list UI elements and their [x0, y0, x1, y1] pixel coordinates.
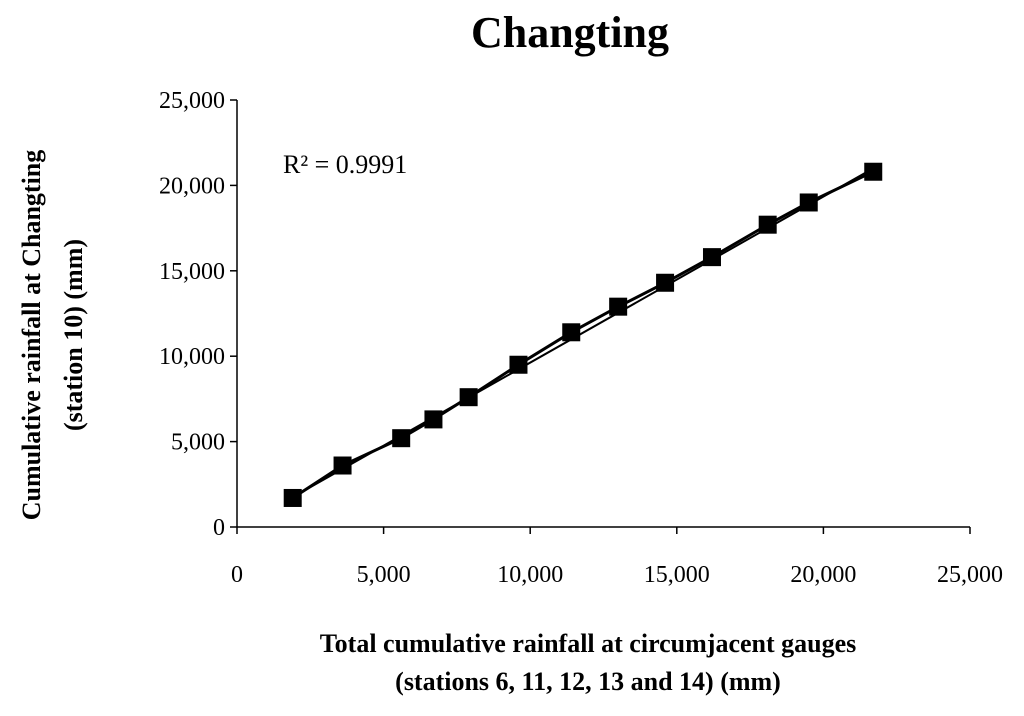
- y-tick-label: 20,000: [159, 173, 225, 199]
- series-line: [291, 170, 874, 500]
- data-point: [459, 388, 478, 407]
- y-tick-label: 25,000: [159, 88, 225, 114]
- data-point: [609, 297, 628, 316]
- data-point: [509, 355, 528, 374]
- data-point: [656, 273, 675, 292]
- data-point: [333, 456, 352, 475]
- y-tick-label: 15,000: [159, 259, 225, 285]
- data-point: [562, 323, 581, 342]
- y-tick-label: 5,000: [171, 430, 225, 456]
- axes: [236, 100, 970, 528]
- data-point: [799, 193, 818, 212]
- x-axis-label-line-1: Total cumulative rainfall at circumjacen…: [320, 629, 857, 658]
- x-tick-label: 20,000: [790, 562, 856, 588]
- data-point: [424, 410, 443, 429]
- y-axis-label-line-1: Cumulative rainfall at Changting: [17, 150, 46, 521]
- data-point: [392, 429, 411, 448]
- data-points: [283, 162, 883, 507]
- r-squared-annotation: R² = 0.9991: [283, 150, 407, 179]
- data-point: [283, 488, 302, 507]
- x-tick-label: 0: [231, 562, 243, 588]
- data-point: [702, 248, 721, 267]
- x-axis-label-line-2: (stations 6, 11, 12, 13 and 14) (mm): [395, 667, 781, 696]
- y-axis-label-line-2: (station 10) (mm): [59, 239, 88, 431]
- x-tick-label: 25,000: [937, 562, 1003, 588]
- data-point: [864, 162, 883, 181]
- x-tick-label: 15,000: [644, 562, 710, 588]
- chart-title: Changting: [471, 8, 669, 57]
- y-tick-label: 10,000: [159, 344, 225, 370]
- x-tick-label: 5,000: [357, 562, 411, 588]
- tick-labels: 0 5,000 10,000 15,000 20,000 25,000 0 5,000 10,0…: [159, 88, 1003, 588]
- data-point: [758, 215, 777, 234]
- y-tick-label: 0: [213, 515, 225, 541]
- x-tick-label: 10,000: [497, 562, 563, 588]
- series-line-group: [291, 170, 874, 500]
